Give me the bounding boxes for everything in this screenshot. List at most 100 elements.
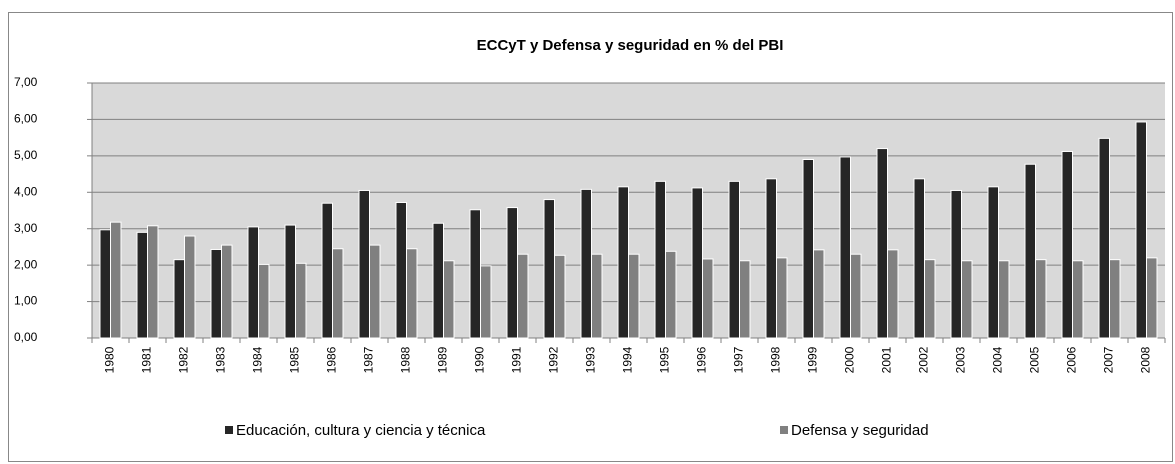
x-tick-label: 1996 (695, 346, 709, 373)
bar (1135, 121, 1147, 339)
bar (887, 249, 899, 339)
legend-swatch (225, 426, 233, 434)
bar (258, 263, 270, 339)
bar (665, 250, 677, 339)
bar (617, 186, 629, 339)
bar (110, 221, 122, 339)
bar (480, 265, 492, 339)
bar (876, 148, 888, 339)
bar (813, 249, 825, 339)
bar (628, 253, 640, 339)
x-tick-label: 2007 (1102, 346, 1116, 373)
y-tick-label: 4,00 (14, 184, 38, 198)
x-tick-label: 1986 (325, 346, 339, 373)
legend-label: Defensa y seguridad (791, 422, 929, 439)
bar (654, 180, 666, 339)
bar (580, 188, 592, 339)
x-tick-label: 1984 (251, 346, 265, 373)
bar (173, 259, 185, 339)
bar (184, 235, 196, 339)
y-tick-label: 5,00 (14, 148, 38, 162)
bar (99, 229, 111, 339)
x-tick-label: 1990 (473, 346, 487, 373)
bar (691, 187, 703, 339)
y-tick-label: 7,00 (14, 75, 38, 89)
bar (517, 253, 529, 339)
x-tick-label: 1983 (214, 346, 228, 373)
bar (950, 189, 962, 339)
x-tick-label: 1980 (103, 346, 117, 373)
legend-swatch (780, 426, 788, 434)
x-tick-label: 1993 (584, 346, 598, 373)
bar (358, 189, 370, 339)
bar (469, 209, 481, 339)
x-tick-label: 2001 (880, 346, 894, 373)
bar (765, 178, 777, 339)
bar (1024, 163, 1036, 339)
bar (147, 225, 159, 339)
x-tick-label: 1995 (658, 346, 672, 373)
bar (924, 259, 936, 339)
y-tick-label: 6,00 (14, 112, 38, 126)
y-tick-label: 1,00 (14, 294, 38, 308)
bar (776, 257, 788, 339)
bar (1109, 259, 1121, 339)
bar (913, 178, 925, 339)
bar (432, 222, 444, 339)
x-tick-label: 2004 (991, 346, 1005, 373)
x-tick-label: 1999 (806, 346, 820, 373)
y-tick-label: 2,00 (14, 257, 38, 271)
bar (1072, 260, 1084, 339)
x-tick-label: 1992 (547, 346, 561, 373)
x-tick-label: 1998 (769, 346, 783, 373)
bar (543, 199, 555, 339)
bar (1061, 150, 1073, 339)
x-tick-label: 2003 (954, 346, 968, 373)
legend-label: Educación, cultura y ciencia y técnica (236, 422, 486, 439)
bar (332, 248, 344, 339)
x-tick-label: 2006 (1065, 346, 1079, 373)
bar (802, 159, 814, 339)
x-tick-label: 1985 (288, 346, 302, 373)
bar (839, 156, 851, 339)
bar (702, 258, 714, 339)
x-tick-label: 1991 (510, 346, 524, 373)
bar (321, 202, 333, 339)
bar (1146, 257, 1158, 339)
bar (247, 226, 259, 339)
bar (591, 253, 603, 339)
bar (506, 207, 518, 339)
bar (987, 186, 999, 339)
bar (1035, 259, 1047, 339)
bar (221, 244, 233, 339)
bar (961, 260, 973, 339)
x-tick-label: 2002 (917, 346, 931, 373)
bar (395, 201, 407, 339)
x-tick-label: 1981 (140, 346, 154, 373)
bar (1098, 137, 1110, 339)
bar (850, 253, 862, 339)
x-tick-label: 1994 (621, 346, 635, 373)
bar (406, 248, 418, 339)
bar (443, 260, 455, 339)
x-tick-label: 1988 (399, 346, 413, 373)
bar (369, 244, 381, 339)
bar (284, 224, 296, 339)
bar (295, 262, 307, 339)
chart-title: ECCyT y Defensa y seguridad en % del PBI (477, 37, 784, 54)
x-tick-label: 1989 (436, 346, 450, 373)
y-tick-label: 0,00 (14, 330, 38, 344)
x-tick-label: 2005 (1028, 346, 1042, 373)
bar (739, 260, 751, 339)
y-tick-label: 3,00 (14, 221, 38, 235)
x-tick-label: 2008 (1139, 346, 1153, 373)
x-tick-label: 1997 (732, 346, 746, 373)
bar (728, 180, 740, 339)
x-tick-label: 2000 (843, 346, 857, 373)
bar (136, 231, 148, 339)
x-tick-label: 1982 (177, 346, 191, 373)
bar (210, 248, 222, 339)
x-tick-label: 1987 (362, 346, 376, 373)
bar (554, 254, 566, 339)
